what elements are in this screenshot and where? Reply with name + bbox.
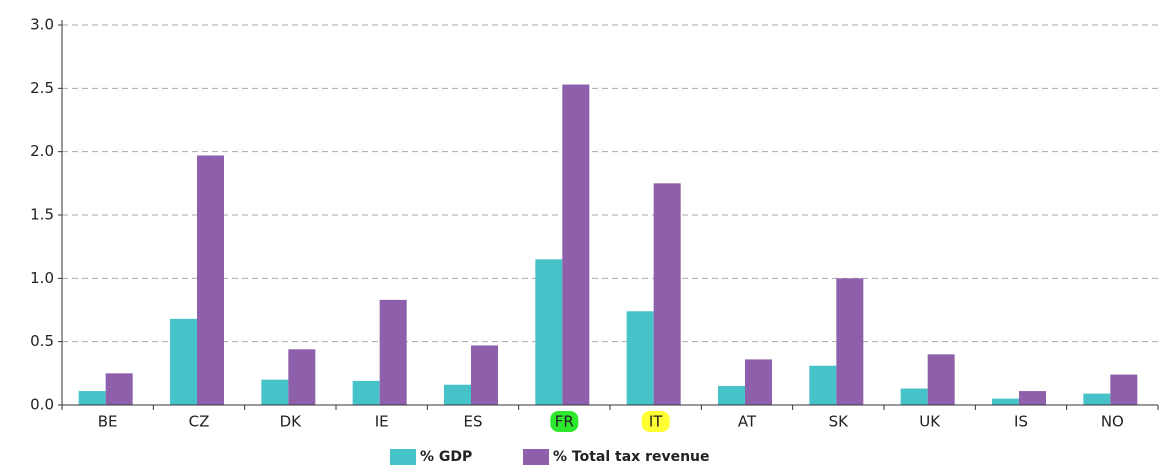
bar	[105, 373, 133, 405]
y-tick-label: 2.5	[30, 79, 54, 97]
bar	[170, 318, 197, 405]
bar	[562, 84, 590, 406]
x-tick-label: BE	[98, 413, 118, 431]
bar	[1083, 393, 1111, 405]
y-tick-label: 0.0	[30, 396, 54, 414]
x-tick-label: FR	[555, 413, 574, 431]
bar	[1019, 391, 1046, 405]
y-tick-label: 1.5	[30, 206, 54, 224]
bar	[809, 365, 837, 405]
bar	[626, 311, 654, 405]
bar	[900, 388, 928, 405]
bar	[992, 398, 1019, 405]
y-tick-label: 3.0	[30, 16, 54, 34]
legend-swatch	[523, 449, 549, 465]
bar	[1110, 374, 1138, 405]
bar	[535, 259, 563, 405]
bar	[653, 183, 681, 405]
x-tick-label: SK	[829, 413, 850, 431]
legend-label: % GDP	[420, 449, 472, 465]
legend-label: % Total tax revenue	[553, 449, 710, 465]
bar	[471, 345, 498, 405]
x-tick-label: DK	[280, 413, 303, 431]
legend-swatch	[390, 449, 416, 465]
y-tick-label: 1.0	[30, 269, 54, 287]
y-tick-label: 0.5	[30, 332, 54, 350]
x-tick-label: IS	[1014, 413, 1028, 431]
bar	[78, 391, 106, 405]
bar	[718, 386, 745, 405]
bar	[444, 384, 471, 405]
legend: % GDP % Total tax revenue	[390, 449, 710, 465]
category-highlight	[550, 411, 579, 432]
y-tick-label: 2.0	[30, 142, 54, 160]
bar	[745, 359, 772, 405]
bar	[836, 278, 864, 405]
bar	[927, 354, 955, 405]
x-tick-label: CZ	[189, 413, 210, 431]
x-tick-label: NO	[1101, 413, 1124, 431]
bar	[261, 379, 289, 405]
x-tick-label: AT	[738, 413, 757, 431]
x-tick-label: IT	[649, 413, 663, 431]
category-highlight	[641, 411, 670, 432]
x-tick-label: ES	[464, 413, 483, 431]
x-tick-label: IE	[375, 413, 389, 431]
bar	[197, 155, 224, 405]
bar	[379, 299, 407, 405]
bar	[288, 349, 316, 405]
bar	[352, 380, 380, 405]
x-tick-label: UK	[919, 413, 941, 431]
